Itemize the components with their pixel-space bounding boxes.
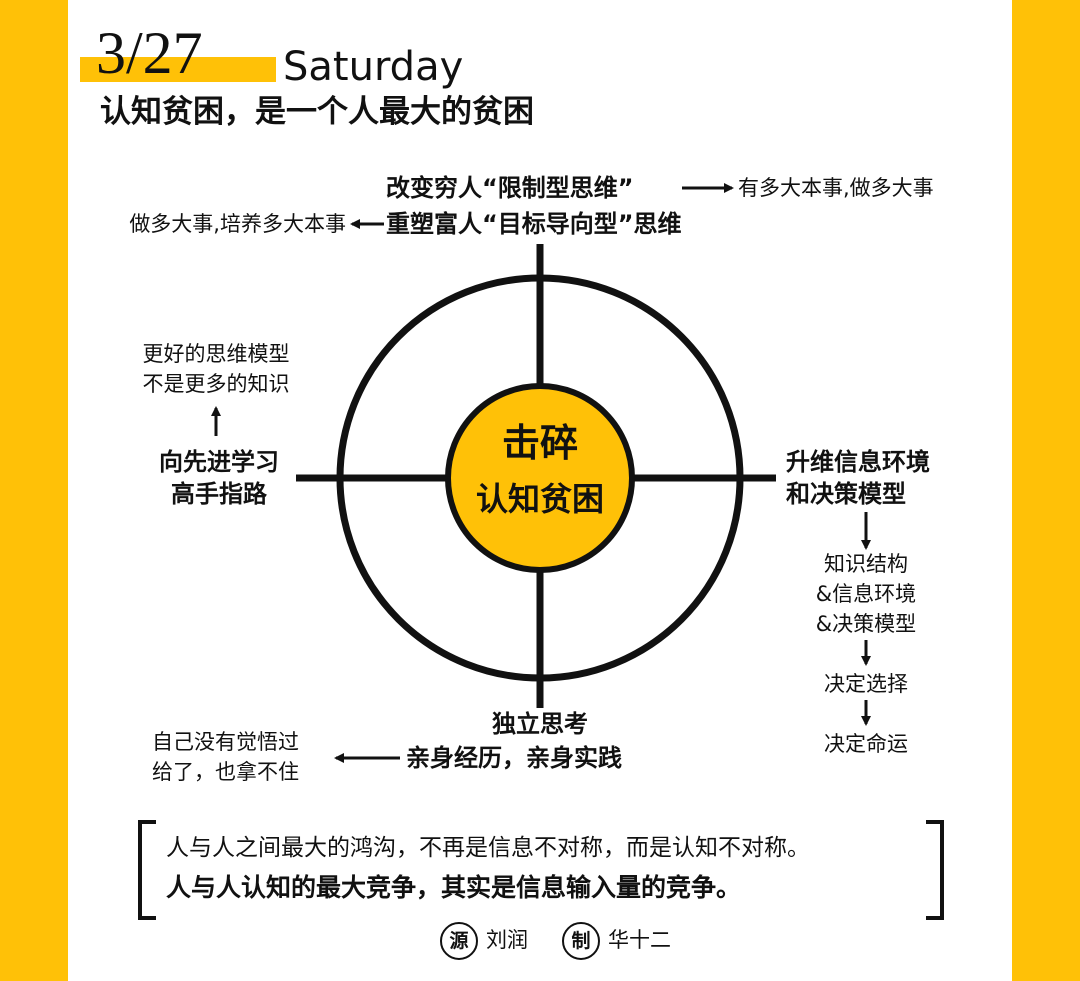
right-chain-item: 知识结构: [824, 552, 908, 576]
right-upgrade-environment: 升维信息环境: [786, 448, 930, 476]
left-note-line2: 不是更多的知识: [142, 372, 290, 396]
right-chain-item: &决策模型: [815, 612, 917, 636]
right-decision-model: 和决策模型: [786, 480, 906, 508]
quote-line2: 人与人认知的最大竞争，其实是信息输入量的竞争。: [166, 873, 742, 902]
bottom-note-line1: 自己没有觉悟过: [152, 730, 299, 754]
hub-title: 击碎: [501, 421, 578, 465]
weekday-label: Saturday: [283, 44, 464, 90]
right-chain-item: 决定选择: [824, 672, 908, 696]
headline: 认知贫困，是一个人最大的贫困: [100, 94, 534, 130]
hub-circle: [445, 383, 635, 573]
left-note-line1: 更好的思维模型: [142, 342, 290, 366]
hub-subtitle: 认知贫困: [475, 480, 604, 518]
top-limited-thinking: 改变穷人“限制型思维”: [386, 174, 634, 202]
maker-name: 华十二: [608, 928, 671, 952]
quote-bracket-right: [926, 820, 944, 920]
date-highlight-bar: [80, 57, 276, 82]
left-expert-guidance: 高手指路: [171, 480, 267, 508]
quote-line1: 人与人之间最大的鸿沟，不再是信息不对称，而是认知不对称。: [166, 835, 810, 861]
source-seal: 源: [440, 922, 478, 960]
right-chain-item: &信息环境: [815, 582, 917, 606]
quote-bracket-left: [138, 820, 156, 920]
date-label: 3/27: [96, 20, 203, 86]
right-chain-item: 决定命运: [824, 732, 908, 756]
top-goal-thinking: 重塑富人“目标导向型”思维: [386, 210, 682, 238]
bottom-note-line2: 给了，也拿不住: [152, 760, 299, 784]
bottom-practice: 亲身经历，亲身实践: [406, 744, 622, 772]
bottom-independent-thinking: 独立思考: [492, 710, 588, 738]
top-limited-result: 有多大本事,做多大事: [738, 176, 934, 200]
left-learn-advanced: 向先进学习: [159, 448, 279, 476]
top-goal-result: 做多大事,培养多大本事: [129, 212, 346, 236]
source-name: 刘润: [486, 928, 528, 952]
maker-seal: 制: [562, 922, 600, 960]
